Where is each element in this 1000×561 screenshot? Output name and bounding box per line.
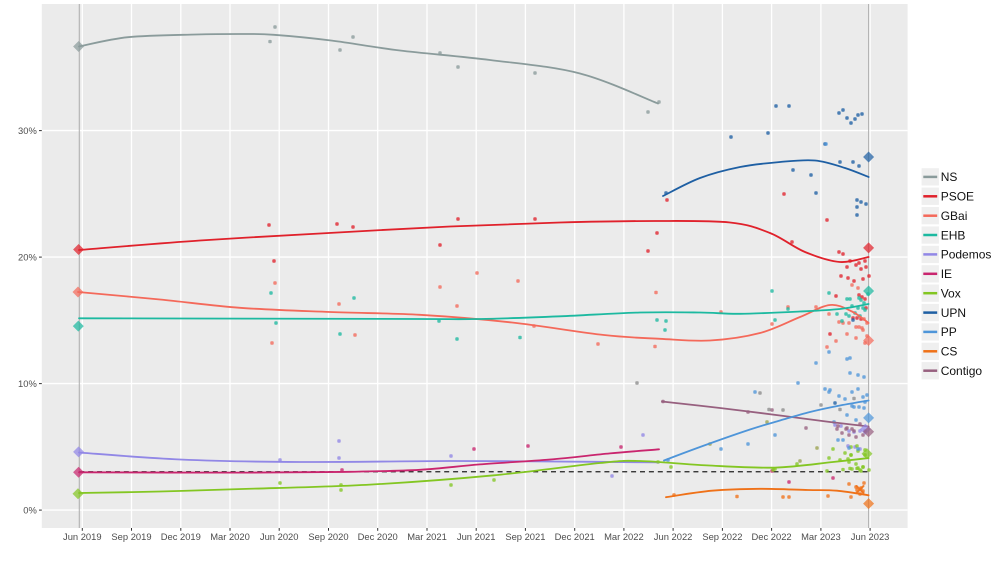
svg-text:Sep 2019: Sep 2019: [111, 531, 151, 542]
svg-text:Podemos: Podemos: [941, 248, 992, 262]
svg-text:PP: PP: [941, 325, 957, 339]
svg-text:Dec 2021: Dec 2021: [555, 531, 595, 542]
svg-text:Contigo: Contigo: [941, 364, 983, 378]
svg-text:GBai: GBai: [941, 209, 968, 223]
svg-text:Dec 2020: Dec 2020: [358, 531, 398, 542]
svg-text:Jun 2023: Jun 2023: [851, 531, 890, 542]
svg-text:Jun 2022: Jun 2022: [654, 531, 693, 542]
svg-text:CS: CS: [941, 345, 958, 359]
svg-text:Mar 2020: Mar 2020: [210, 531, 250, 542]
svg-text:30%: 30%: [18, 125, 37, 136]
svg-text:IE: IE: [941, 267, 952, 281]
svg-text:Jun 2020: Jun 2020: [260, 531, 299, 542]
svg-text:Jun 2019: Jun 2019: [63, 531, 102, 542]
svg-text:UPN: UPN: [941, 306, 966, 320]
svg-text:Sep 2022: Sep 2022: [702, 531, 742, 542]
svg-text:PSOE: PSOE: [941, 190, 974, 204]
svg-text:Sep 2021: Sep 2021: [505, 531, 545, 542]
svg-text:20%: 20%: [18, 251, 37, 262]
svg-text:NS: NS: [941, 170, 958, 184]
svg-text:Sep 2020: Sep 2020: [308, 531, 348, 542]
svg-text:Mar 2021: Mar 2021: [407, 531, 447, 542]
svg-text:10%: 10%: [18, 378, 37, 389]
svg-text:EHB: EHB: [941, 228, 966, 242]
svg-text:Mar 2023: Mar 2023: [801, 531, 841, 542]
svg-text:Vox: Vox: [941, 287, 961, 301]
svg-text:Mar 2022: Mar 2022: [604, 531, 644, 542]
svg-text:Jun 2021: Jun 2021: [457, 531, 496, 542]
svg-text:Dec 2022: Dec 2022: [752, 531, 792, 542]
svg-text:0%: 0%: [23, 504, 37, 515]
svg-text:Dec 2019: Dec 2019: [161, 531, 201, 542]
